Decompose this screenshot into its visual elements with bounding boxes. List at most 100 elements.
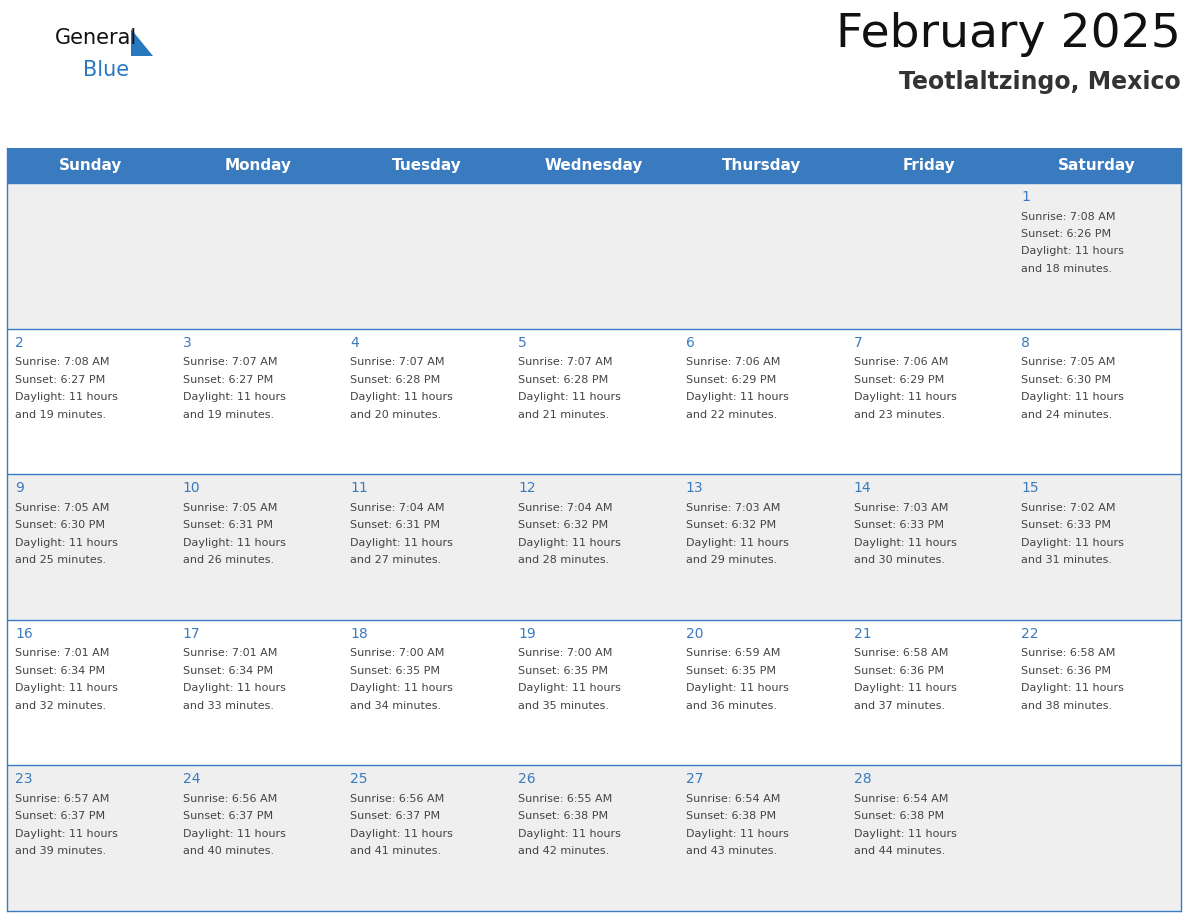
- Bar: [7, 148, 1181, 183]
- Bar: [7, 766, 1181, 911]
- Text: Sunday: Sunday: [59, 158, 122, 173]
- Text: Sunrise: 7:04 AM: Sunrise: 7:04 AM: [350, 503, 446, 512]
- Text: Sunset: 6:33 PM: Sunset: 6:33 PM: [853, 521, 943, 531]
- Text: 20: 20: [685, 627, 703, 641]
- Text: Daylight: 11 hours: Daylight: 11 hours: [1022, 392, 1124, 402]
- Text: Sunrise: 7:04 AM: Sunrise: 7:04 AM: [518, 503, 613, 512]
- Text: 3: 3: [183, 336, 191, 350]
- Text: 10: 10: [183, 481, 201, 495]
- Text: and 25 minutes.: and 25 minutes.: [15, 555, 106, 565]
- Text: and 41 minutes.: and 41 minutes.: [350, 846, 442, 856]
- Text: and 19 minutes.: and 19 minutes.: [15, 409, 106, 420]
- Text: Sunrise: 7:01 AM: Sunrise: 7:01 AM: [183, 648, 277, 658]
- Text: Daylight: 11 hours: Daylight: 11 hours: [853, 829, 956, 839]
- Text: Daylight: 11 hours: Daylight: 11 hours: [350, 683, 454, 693]
- Text: Sunset: 6:37 PM: Sunset: 6:37 PM: [15, 812, 105, 822]
- Text: Saturday: Saturday: [1059, 158, 1136, 173]
- Text: Sunset: 6:35 PM: Sunset: 6:35 PM: [350, 666, 441, 676]
- Text: Sunset: 6:35 PM: Sunset: 6:35 PM: [685, 666, 776, 676]
- Text: 16: 16: [15, 627, 33, 641]
- Text: Thursday: Thursday: [722, 158, 802, 173]
- Text: Wednesday: Wednesday: [545, 158, 643, 173]
- Text: Daylight: 11 hours: Daylight: 11 hours: [685, 538, 789, 548]
- Text: Daylight: 11 hours: Daylight: 11 hours: [518, 829, 621, 839]
- Text: Sunrise: 7:07 AM: Sunrise: 7:07 AM: [350, 357, 446, 367]
- Text: 5: 5: [518, 336, 527, 350]
- Bar: [7, 620, 1181, 766]
- Text: 22: 22: [1022, 627, 1038, 641]
- Text: and 42 minutes.: and 42 minutes.: [518, 846, 609, 856]
- Text: Sunset: 6:27 PM: Sunset: 6:27 PM: [183, 375, 273, 385]
- Text: 8: 8: [1022, 336, 1030, 350]
- Bar: [7, 329, 1181, 475]
- Text: Daylight: 11 hours: Daylight: 11 hours: [350, 829, 454, 839]
- Text: Daylight: 11 hours: Daylight: 11 hours: [15, 683, 118, 693]
- Text: Sunset: 6:34 PM: Sunset: 6:34 PM: [183, 666, 273, 676]
- Text: Daylight: 11 hours: Daylight: 11 hours: [685, 392, 789, 402]
- Text: Sunset: 6:38 PM: Sunset: 6:38 PM: [685, 812, 776, 822]
- Text: and 39 minutes.: and 39 minutes.: [15, 846, 106, 856]
- Text: Daylight: 11 hours: Daylight: 11 hours: [183, 392, 285, 402]
- Text: Sunrise: 6:58 AM: Sunrise: 6:58 AM: [853, 648, 948, 658]
- Text: Daylight: 11 hours: Daylight: 11 hours: [15, 829, 118, 839]
- Text: Sunrise: 7:03 AM: Sunrise: 7:03 AM: [853, 503, 948, 512]
- Text: 4: 4: [350, 336, 359, 350]
- Text: Daylight: 11 hours: Daylight: 11 hours: [1022, 683, 1124, 693]
- Text: 2: 2: [15, 336, 24, 350]
- Text: Daylight: 11 hours: Daylight: 11 hours: [183, 829, 285, 839]
- Text: Sunrise: 6:58 AM: Sunrise: 6:58 AM: [1022, 648, 1116, 658]
- Text: 21: 21: [853, 627, 871, 641]
- Text: Sunset: 6:34 PM: Sunset: 6:34 PM: [15, 666, 105, 676]
- Text: Sunrise: 6:54 AM: Sunrise: 6:54 AM: [685, 794, 781, 804]
- Text: and 21 minutes.: and 21 minutes.: [518, 409, 609, 420]
- Text: and 19 minutes.: and 19 minutes.: [183, 409, 274, 420]
- Text: and 35 minutes.: and 35 minutes.: [518, 700, 609, 711]
- Text: Daylight: 11 hours: Daylight: 11 hours: [15, 538, 118, 548]
- Text: Sunrise: 7:05 AM: Sunrise: 7:05 AM: [183, 503, 277, 512]
- Text: Sunrise: 6:57 AM: Sunrise: 6:57 AM: [15, 794, 109, 804]
- Text: Daylight: 11 hours: Daylight: 11 hours: [518, 683, 621, 693]
- Text: and 36 minutes.: and 36 minutes.: [685, 700, 777, 711]
- Text: Sunset: 6:38 PM: Sunset: 6:38 PM: [518, 812, 608, 822]
- Text: and 30 minutes.: and 30 minutes.: [853, 555, 944, 565]
- Text: 17: 17: [183, 627, 201, 641]
- Text: Daylight: 11 hours: Daylight: 11 hours: [1022, 538, 1124, 548]
- Text: Daylight: 11 hours: Daylight: 11 hours: [685, 683, 789, 693]
- Text: Sunrise: 6:56 AM: Sunrise: 6:56 AM: [350, 794, 444, 804]
- Text: Sunset: 6:33 PM: Sunset: 6:33 PM: [1022, 521, 1111, 531]
- Text: Tuesday: Tuesday: [391, 158, 461, 173]
- Text: General: General: [55, 28, 138, 48]
- Text: Daylight: 11 hours: Daylight: 11 hours: [183, 683, 285, 693]
- Text: Sunset: 6:29 PM: Sunset: 6:29 PM: [685, 375, 776, 385]
- Text: Sunrise: 7:07 AM: Sunrise: 7:07 AM: [518, 357, 613, 367]
- Text: and 40 minutes.: and 40 minutes.: [183, 846, 274, 856]
- Text: Daylight: 11 hours: Daylight: 11 hours: [853, 392, 956, 402]
- Text: Friday: Friday: [903, 158, 955, 173]
- Text: Sunrise: 7:02 AM: Sunrise: 7:02 AM: [1022, 503, 1116, 512]
- Text: 25: 25: [350, 772, 368, 787]
- Text: Sunset: 6:32 PM: Sunset: 6:32 PM: [685, 521, 776, 531]
- Text: Sunset: 6:28 PM: Sunset: 6:28 PM: [518, 375, 608, 385]
- Text: 23: 23: [15, 772, 32, 787]
- Text: Sunrise: 7:06 AM: Sunrise: 7:06 AM: [853, 357, 948, 367]
- Text: Daylight: 11 hours: Daylight: 11 hours: [350, 392, 454, 402]
- Text: Sunrise: 7:08 AM: Sunrise: 7:08 AM: [1022, 211, 1116, 221]
- Text: Sunrise: 7:05 AM: Sunrise: 7:05 AM: [15, 503, 109, 512]
- Text: 11: 11: [350, 481, 368, 495]
- Text: 18: 18: [350, 627, 368, 641]
- Text: February 2025: February 2025: [836, 12, 1181, 57]
- Text: Teotlaltzingo, Mexico: Teotlaltzingo, Mexico: [899, 70, 1181, 94]
- Text: Sunset: 6:32 PM: Sunset: 6:32 PM: [518, 521, 608, 531]
- Bar: [7, 475, 1181, 620]
- Text: and 23 minutes.: and 23 minutes.: [853, 409, 944, 420]
- Text: and 24 minutes.: and 24 minutes.: [1022, 409, 1112, 420]
- Text: Daylight: 11 hours: Daylight: 11 hours: [853, 683, 956, 693]
- Text: Daylight: 11 hours: Daylight: 11 hours: [15, 392, 118, 402]
- Text: 28: 28: [853, 772, 871, 787]
- Text: Daylight: 11 hours: Daylight: 11 hours: [1022, 247, 1124, 256]
- Text: and 38 minutes.: and 38 minutes.: [1022, 700, 1112, 711]
- Text: and 22 minutes.: and 22 minutes.: [685, 409, 777, 420]
- Text: Sunrise: 7:00 AM: Sunrise: 7:00 AM: [350, 648, 444, 658]
- Text: 7: 7: [853, 336, 862, 350]
- Text: and 27 minutes.: and 27 minutes.: [350, 555, 442, 565]
